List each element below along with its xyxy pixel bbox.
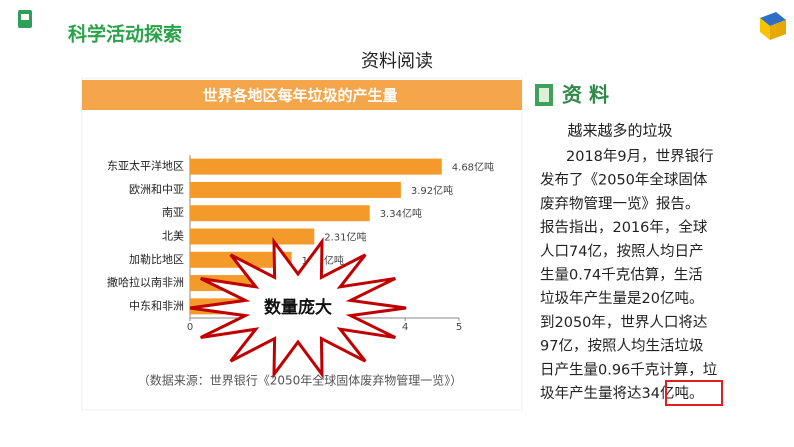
y-tick-label: 东亚太平洋地区 <box>107 159 184 173</box>
callout-text: 数量庞大 <box>264 297 332 318</box>
paragraph-line: 报告指出，2016年，全球 <box>540 218 708 236</box>
paragraph-line: 生量0.74千克估算，生活 <box>540 267 703 284</box>
y-tick-label: 南亚 <box>162 206 184 219</box>
material-label <box>535 84 553 106</box>
chart-title: 世界各地区每年垃圾的产生量 <box>202 87 397 105</box>
bar <box>190 181 401 198</box>
logo-icon-detail <box>21 14 29 20</box>
paragraph-line: 人口74亿，按照人均日产 <box>540 243 703 260</box>
slide-subheading: 资料阅读 <box>361 51 433 72</box>
paragraph-line: 97亿，按照人均生活垃圾 <box>540 338 704 355</box>
paragraph-line: 废弃物管理一览》报告。 <box>540 195 700 212</box>
paragraph-line: 到2050年，世界人口将达 <box>540 314 707 331</box>
paragraph-line: 2018年9月，世界银行 <box>566 148 714 165</box>
material-label-text: 资 料 <box>562 83 609 107</box>
x-tick-label: 5 <box>456 322 462 333</box>
y-tick-label: 欧洲和中亚 <box>129 183 184 196</box>
y-tick-label: 加勒比地区 <box>129 253 184 266</box>
x-tick-label: 4 <box>402 322 408 333</box>
callout-burst <box>189 237 407 379</box>
y-tick-label: 中东和非洲 <box>129 299 184 312</box>
bar <box>190 158 442 175</box>
highlight-box <box>665 380 723 406</box>
value-label: 3.34亿吨 <box>380 207 422 220</box>
bar <box>190 228 315 245</box>
paragraph-line: 发布了《2050年全球固体 <box>540 171 708 189</box>
bar <box>190 205 370 222</box>
value-label: 2.31亿吨 <box>324 231 366 244</box>
paragraph-line: 日产生量0.96千克计算，垃 <box>540 361 717 378</box>
box-icon <box>760 12 786 40</box>
paragraph-line: 圾年产生量将达34亿吨。 <box>540 385 703 402</box>
value-label: 3.92亿吨 <box>411 184 453 197</box>
slide-heading: 科学活动探索 <box>68 23 182 46</box>
chart-source: （数据来源：世界银行《2050年全球固体废弃物管理一览》） <box>138 373 463 388</box>
y-tick-label: 北美 <box>162 230 184 243</box>
chart-header <box>82 80 522 110</box>
y-tick-label: 撒哈拉以南非洲 <box>107 275 184 289</box>
value-label: 4.68亿吨 <box>452 161 494 174</box>
material-title: 越来越多的垃圾 <box>567 122 672 140</box>
x-tick-label: 0 <box>187 322 193 333</box>
paragraph-line: 垃圾年产生量是20亿吨。 <box>540 290 703 307</box>
